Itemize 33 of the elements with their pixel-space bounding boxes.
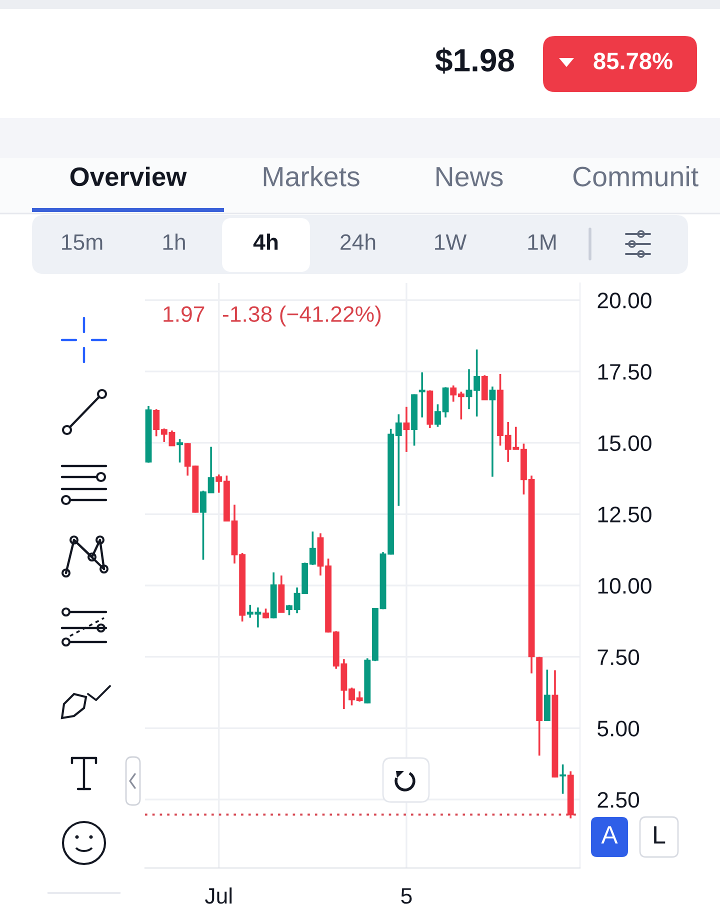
candlestick [560,764,566,795]
annotation: 1.97 [164,306,204,322]
candlestick [403,406,410,453]
text: Markets [264,166,360,186]
text: L [654,826,666,844]
candlestick [418,371,426,418]
text: 1h [163,234,185,250]
y-tick-label: 7.50 [598,649,640,666]
x-tick-label: Jul [205,887,232,904]
y-tick-label: 12.50 [598,506,652,522]
text: 1M [528,234,556,250]
y-tick-label: 17.50 [598,364,652,380]
y-tick-label: 10.00 [598,578,652,594]
text: 85.78% [594,52,672,70]
text: 15m [62,234,102,250]
candlestick [481,374,488,401]
annotation: -1.38 (−41.22%) [222,306,381,326]
text: 1W [435,234,467,250]
y-tick-label: 2.50 [598,792,640,808]
x-tick-label: 5 [401,888,412,904]
text: 4h [253,234,278,250]
text: A [601,826,618,844]
candlestick [262,608,269,620]
text: Overview [70,166,187,186]
text: 24h [340,234,376,250]
text: Communit [573,166,698,186]
y-tick-label: 15.00 [598,435,652,452]
candlestick [176,438,183,464]
y-tick-label: 20.00 [598,292,652,308]
text: News [436,167,503,186]
candlestick [489,386,496,478]
y-tick-label: 5.00 [598,720,640,736]
text: $1.98 [435,48,514,74]
